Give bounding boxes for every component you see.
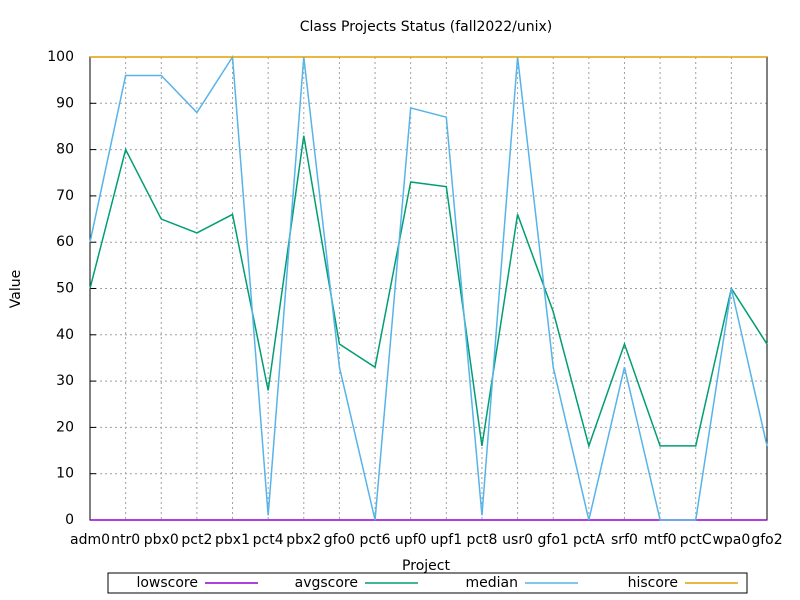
- x-tick-label: pct8: [466, 532, 497, 548]
- y-tick-label: 100: [47, 49, 74, 65]
- x-tick-label: wpa0: [712, 532, 750, 548]
- y-tick-label: 50: [56, 281, 74, 297]
- x-tick-label: usr0: [502, 532, 533, 548]
- x-tick-label: pctC: [680, 532, 712, 548]
- y-tick-label: 60: [56, 234, 74, 250]
- y-tick-label: 10: [56, 466, 74, 482]
- y-tick-label: 80: [56, 142, 74, 158]
- x-axis-label: Project: [402, 558, 450, 574]
- x-tick-label: pct4: [253, 532, 284, 548]
- y-tick-label: 0: [65, 512, 74, 528]
- x-tick-label: pct6: [360, 532, 391, 548]
- x-tick-label: upf1: [431, 532, 463, 548]
- x-tick-label: gfo2: [751, 532, 782, 548]
- x-tick-label: adm0: [70, 532, 110, 548]
- x-tick-label: pbx1: [215, 532, 250, 548]
- x-tick-label: upf0: [395, 532, 427, 548]
- y-tick-label: 90: [56, 95, 74, 111]
- y-axis-label: Value: [8, 270, 24, 308]
- x-tick-label: pctA: [573, 532, 605, 548]
- legend-label: lowscore: [136, 575, 198, 591]
- series-line: [89, 54, 768, 521]
- legend-box: [107, 572, 748, 594]
- y-tick-label: 20: [56, 419, 74, 435]
- x-tick-label: srf0: [611, 532, 638, 548]
- x-tick-label: gfo0: [324, 532, 355, 548]
- x-tick-label: ntr0: [111, 532, 140, 548]
- legend-label: hiscore: [628, 575, 678, 591]
- y-tick-label: 40: [56, 327, 74, 343]
- x-tick-label: mtf0: [644, 532, 677, 548]
- x-tick-label: gfo1: [538, 532, 569, 548]
- x-tick-label: pct2: [181, 532, 212, 548]
- legend-label: avgscore: [295, 575, 358, 591]
- y-tick-label: 70: [56, 188, 74, 204]
- legend-label: median: [466, 575, 518, 591]
- series-line: [89, 135, 768, 449]
- y-tick-label: 30: [56, 373, 74, 389]
- x-tick-label: pbx0: [144, 532, 179, 548]
- chart-title: Class Projects Status (fall2022/unix): [300, 19, 552, 35]
- x-tick-label: pbx2: [286, 532, 321, 548]
